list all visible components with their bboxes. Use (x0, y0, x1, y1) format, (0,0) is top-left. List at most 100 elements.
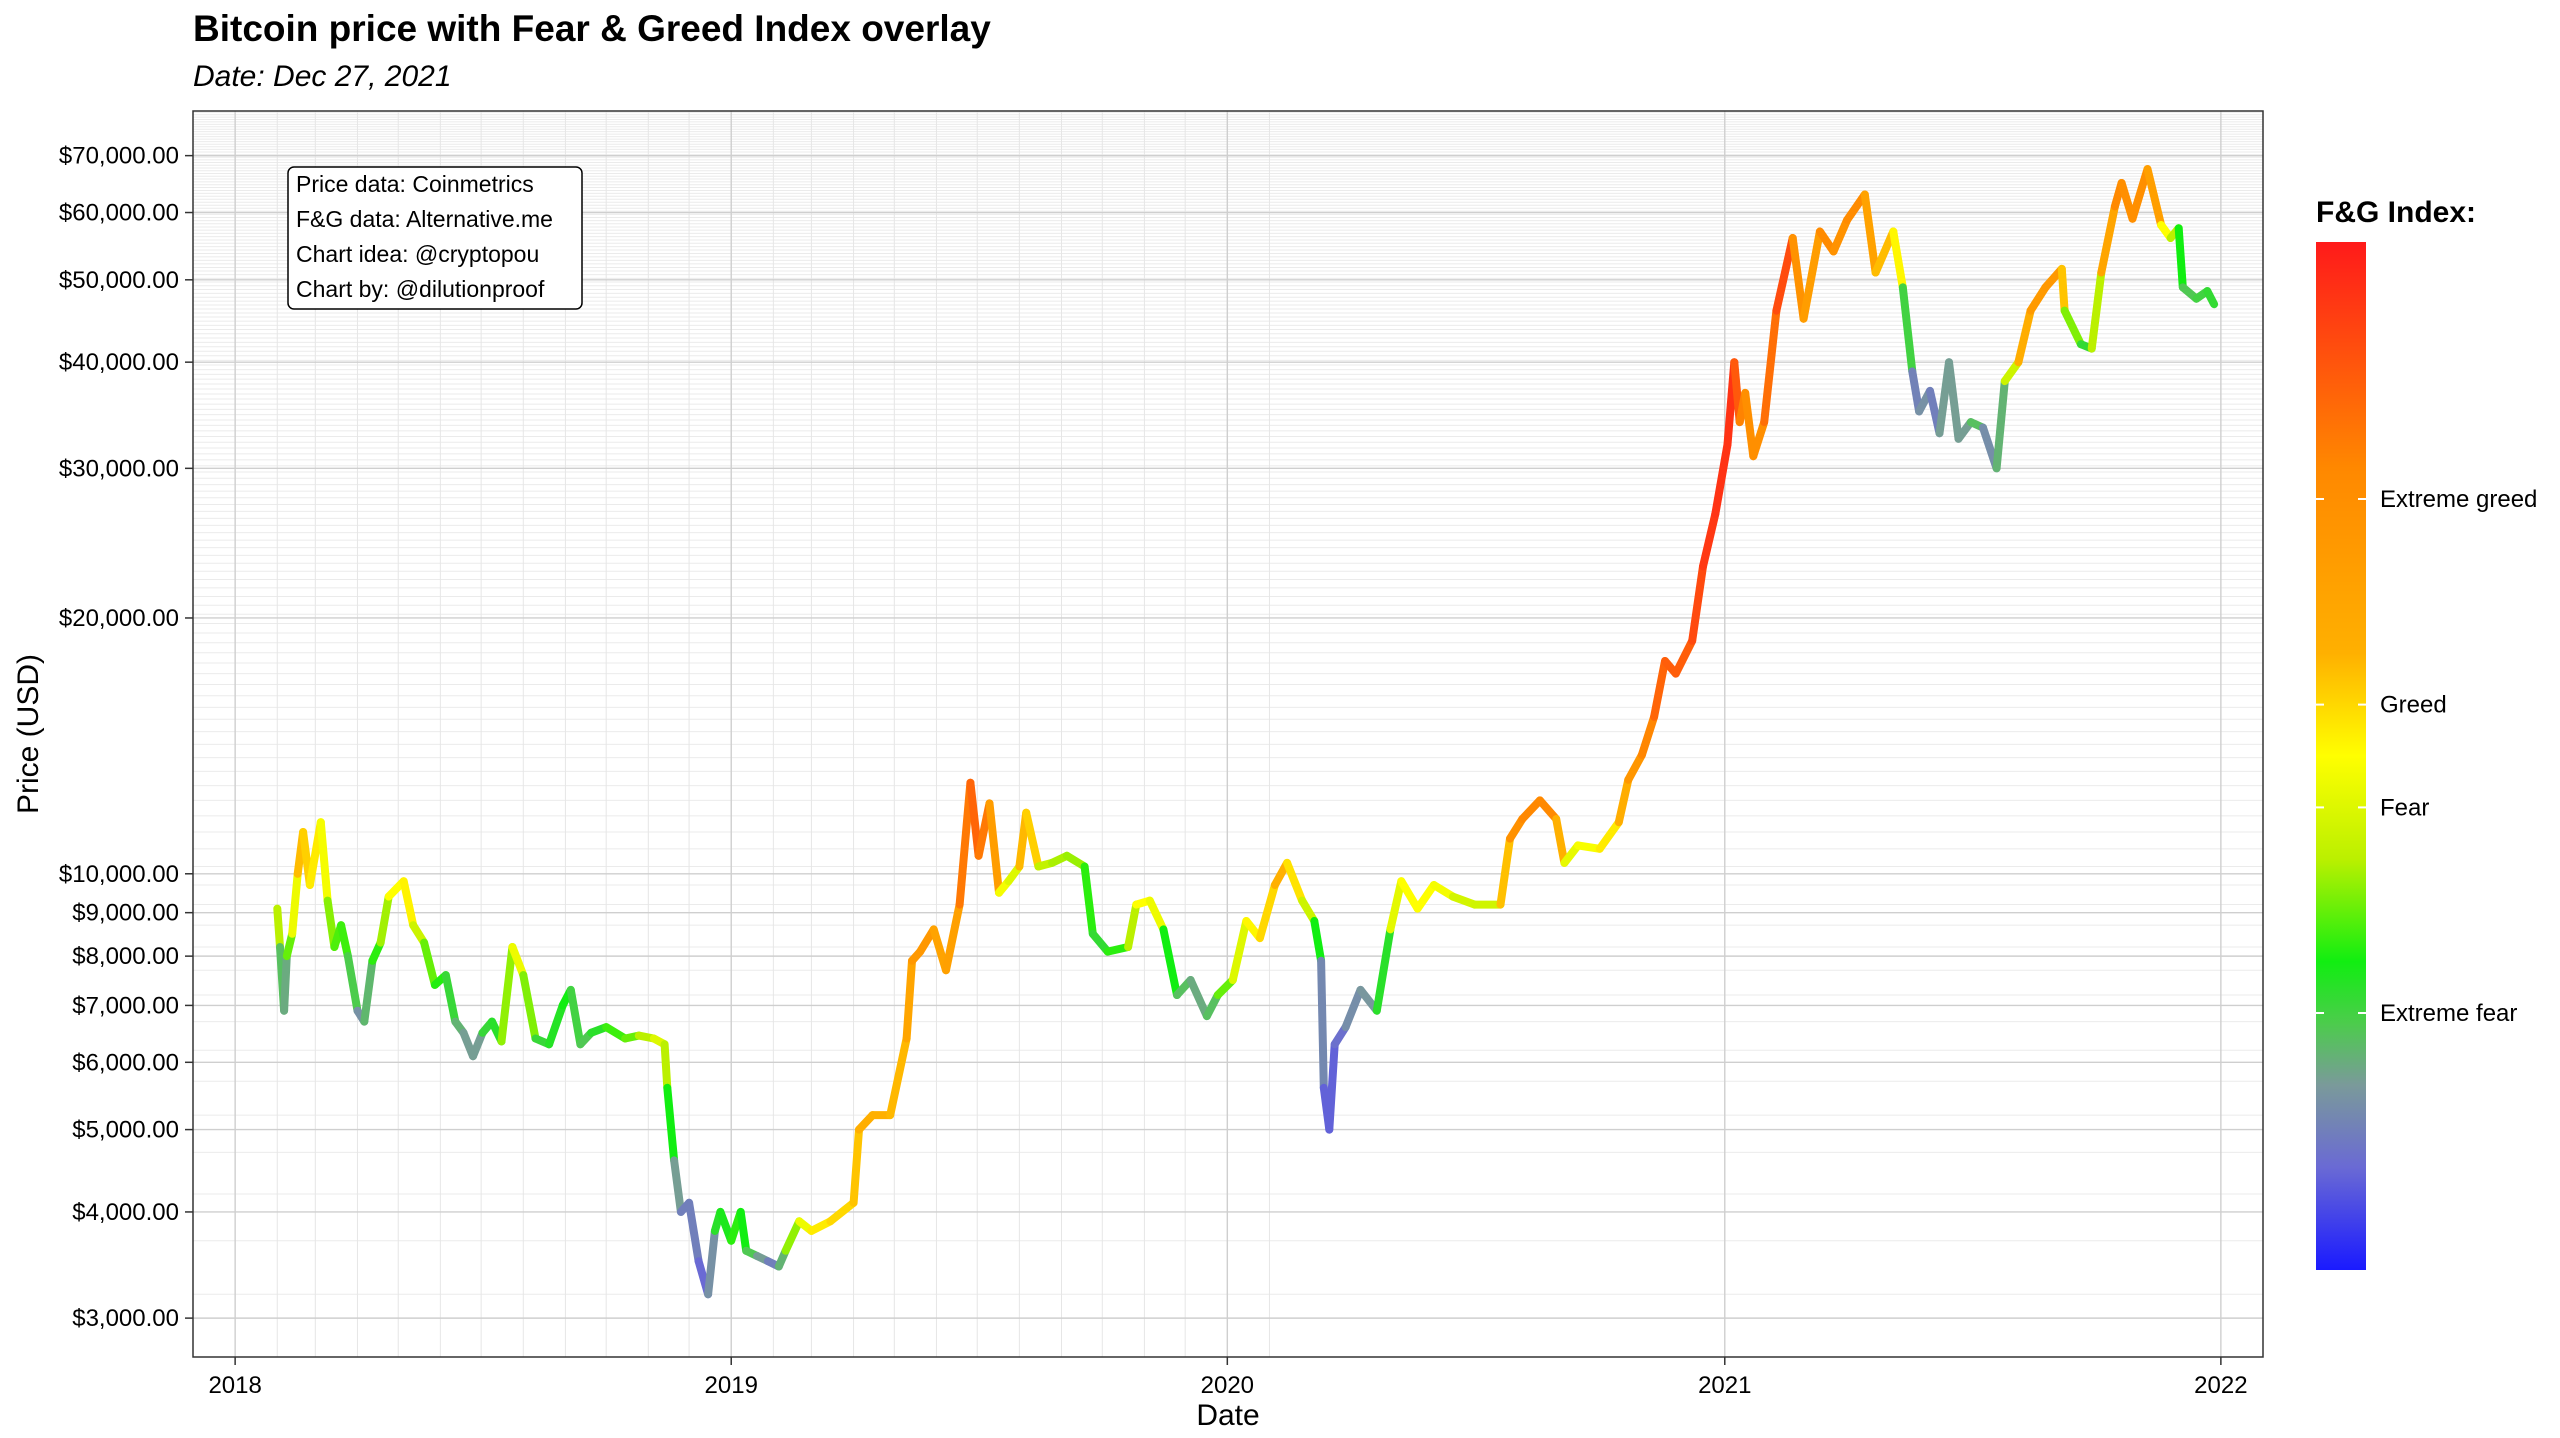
x-axis-title: Date (1196, 1399, 1259, 1432)
x-tick-label: 2022 (2194, 1372, 2247, 1399)
price-segment (337, 921, 352, 961)
y-tick-label: $50,000.00 (59, 267, 179, 294)
price-segment (2143, 165, 2166, 229)
price-segment (1799, 227, 1824, 323)
price-segment (1637, 712, 1659, 759)
y-tick-label: $70,000.00 (59, 143, 179, 170)
x-tick-label: 2021 (1698, 1372, 1751, 1399)
price-segment (376, 892, 393, 947)
price-segment (1624, 750, 1646, 784)
price-segment (566, 985, 585, 1049)
fg-legend: F&G Index: Extreme greed Greed Fear Extreme… (2316, 196, 2537, 1270)
x-axis: 2018 2019 2020 2021 2022 (208, 1357, 2248, 1399)
price-segment (2057, 264, 2069, 315)
price-segment (420, 938, 439, 989)
price-segment (1325, 1040, 1339, 1134)
legend-label: Extreme greed (2380, 486, 2537, 513)
price-segment (1341, 985, 1365, 1032)
price-segment (1317, 956, 1328, 1092)
price-segment (273, 904, 284, 951)
price-segment (1186, 976, 1211, 1021)
price-segment (1788, 234, 1808, 323)
price-segment (1022, 808, 1043, 871)
price-segment (1372, 925, 1395, 1015)
price-segment (1283, 858, 1307, 905)
price-segment (2060, 306, 2085, 349)
source-box-frame (287, 166, 583, 310)
price-segment (2128, 165, 2152, 223)
y-axis-title: Price (USD) (12, 654, 45, 814)
price-segment (508, 943, 528, 980)
price-segment (670, 1156, 685, 1216)
legend-label: Fear (2380, 794, 2429, 821)
price-segment (942, 900, 964, 975)
price-segment (1552, 815, 1569, 867)
price-segment (1711, 440, 1732, 519)
price-segment (1688, 562, 1707, 645)
price-segment (1228, 917, 1251, 984)
x-tick-label: 2018 (208, 1372, 261, 1399)
y-tick-label: $40,000.00 (59, 349, 179, 376)
y-tick-label: $60,000.00 (59, 200, 179, 227)
price-segment (1650, 657, 1669, 721)
price-segment (1749, 418, 1769, 461)
price-segment (781, 1217, 804, 1255)
price-segment (399, 877, 418, 930)
source-line: Price data: Coinmetrics (296, 171, 534, 197)
y-tick-label: $3,000.00 (72, 1305, 179, 1332)
price-segment (545, 1001, 567, 1049)
y-tick-label: $5,000.00 (72, 1117, 179, 1144)
price-segment (1671, 636, 1697, 678)
chart-subtitle: Date: Dec 27, 2021 (193, 60, 452, 93)
price-segment (1413, 881, 1438, 913)
price-segment (1871, 227, 1898, 277)
price-segment (1889, 227, 1907, 292)
price-segment (1908, 367, 1924, 416)
price-segment (1518, 796, 1544, 823)
price-segment (2097, 202, 2119, 277)
price-segment (441, 971, 460, 1026)
price-segment (886, 1034, 911, 1120)
price-segment (902, 956, 916, 1043)
price-segment (826, 1198, 858, 1226)
y-tick-label: $30,000.00 (59, 455, 179, 482)
price-segment (2026, 283, 2050, 315)
price-segment (469, 1028, 487, 1061)
source-line: Chart by: @dilutionproof (296, 276, 545, 302)
price-segment (2087, 268, 2106, 353)
price-segment (316, 818, 332, 905)
x-tick-label: 2019 (705, 1372, 758, 1399)
price-segment (660, 1040, 672, 1092)
price-segment (1159, 925, 1181, 999)
source-line: Chart idea: @cryptopou (296, 241, 539, 267)
price-segment (663, 1083, 679, 1165)
price-segment (2174, 224, 2187, 292)
legend-label: Greed (2380, 692, 2447, 719)
price-segment (1496, 834, 1514, 909)
price-segment (1386, 877, 1406, 934)
y-tick-label: $8,000.00 (72, 943, 179, 970)
price-segment (685, 1198, 703, 1266)
price-segment (1860, 190, 1880, 277)
price-segment (519, 971, 540, 1043)
price-segment (1829, 216, 1852, 256)
x-tick-label: 2020 (1201, 1372, 1254, 1399)
price-segment (2014, 306, 2035, 367)
price-segment (1310, 917, 1326, 965)
price-segment (1741, 388, 1758, 461)
price-segment (1992, 377, 2009, 473)
price-segment (280, 952, 291, 1015)
price-segment (985, 799, 1003, 897)
price-segment (1760, 306, 1781, 427)
price-segment (1397, 877, 1422, 913)
price-segment (849, 1125, 863, 1207)
y-tick-label: $4,000.00 (72, 1199, 179, 1226)
price-segment (1535, 796, 1561, 823)
source-box: Price data: Coinmetrics F&G data: Alterna… (287, 166, 583, 310)
price-segment (497, 943, 517, 1046)
price-segment (1699, 510, 1720, 571)
price-segment (1595, 818, 1623, 853)
price-segment (1614, 775, 1633, 827)
price-segment (1124, 900, 1141, 951)
